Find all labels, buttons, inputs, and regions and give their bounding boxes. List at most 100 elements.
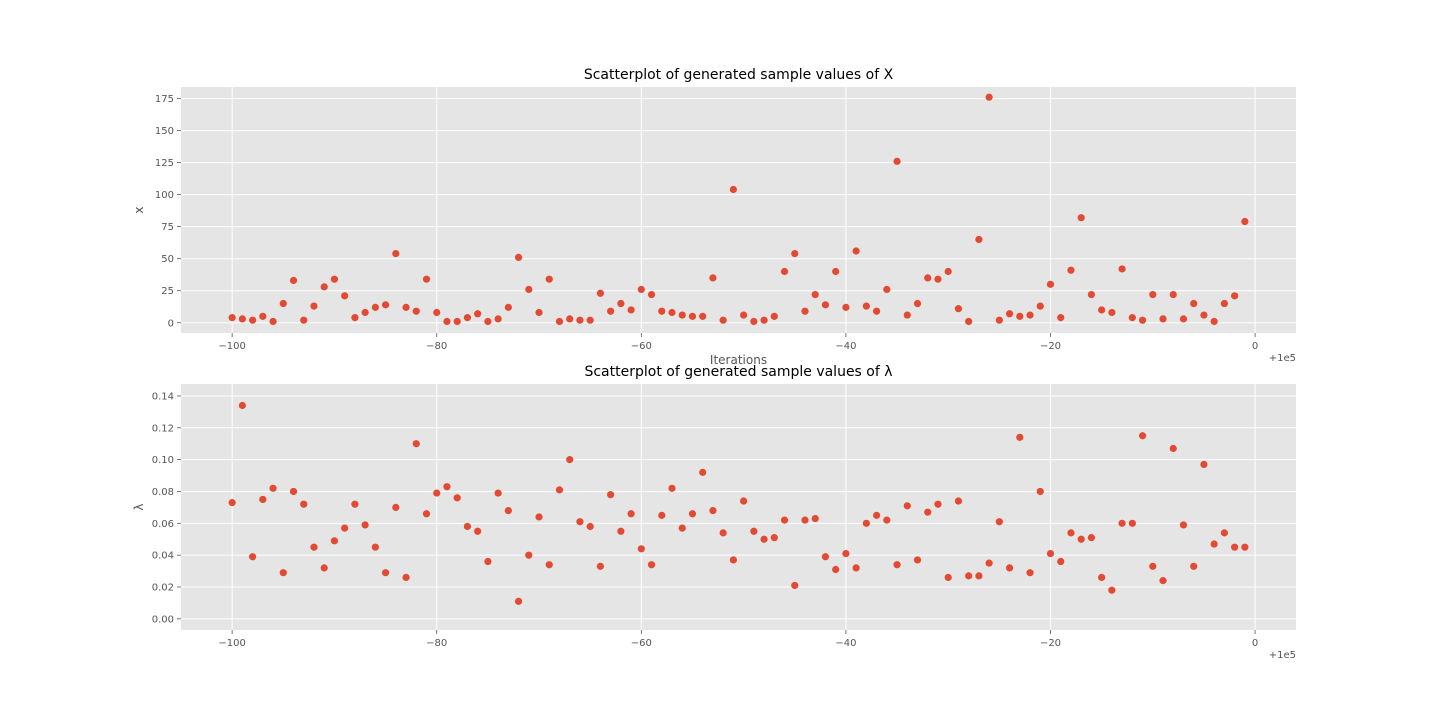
lambda-chart-data-point xyxy=(1077,535,1085,543)
x-chart-data-point xyxy=(760,316,768,324)
x-chart-data-point xyxy=(1210,317,1218,326)
lambda-chart-data-point xyxy=(862,519,870,527)
lambda-chart-ytick-label: 0.14 xyxy=(152,391,174,402)
lambda-chart-data-point xyxy=(1118,519,1126,527)
x-chart-data-point xyxy=(494,315,502,323)
x-chart-data-point xyxy=(300,316,308,324)
x-chart-plot-area xyxy=(181,87,1296,333)
x-chart-data-point xyxy=(504,303,512,311)
x-chart-data-point xyxy=(780,267,789,276)
lambda-chart-data-point xyxy=(453,494,461,502)
lambda-chart-data-point xyxy=(627,510,635,518)
lambda-chart-data-point xyxy=(1087,534,1096,542)
x-chart-data-point xyxy=(954,305,963,313)
x-chart-data-point xyxy=(1220,299,1228,308)
x-chart-data-point xyxy=(371,303,379,311)
x-chart-data-point xyxy=(934,275,942,283)
lambda-chart-data-point xyxy=(586,522,594,531)
lambda-chart-data-point xyxy=(1200,460,1208,469)
lambda-chart-data-point xyxy=(1016,433,1024,441)
lambda-chart-data-point xyxy=(1220,529,1228,537)
x-chart-data-point xyxy=(566,315,574,323)
x-chart-data-point xyxy=(668,308,676,317)
lambda-chart-data-point xyxy=(760,535,768,543)
lambda-chart-xtick-label: −20 xyxy=(1040,638,1061,649)
lambda-chart-data-point xyxy=(238,401,246,410)
lambda-chart-data-point xyxy=(1190,562,1198,570)
x-chart-ytick-label: 150 xyxy=(155,126,174,137)
lambda-chart-title: Scatterplot of generated sample values o… xyxy=(584,364,892,380)
x-chart-xtick-label: −60 xyxy=(631,341,652,352)
x-chart-data-point xyxy=(1149,290,1157,299)
x-chart-data-point xyxy=(249,316,257,324)
lambda-chart-data-point xyxy=(668,484,676,492)
x-chart-offset-label: +1e5 xyxy=(1269,353,1296,364)
lambda-chart-data-point xyxy=(433,489,441,497)
lambda-chart-data-point xyxy=(852,564,860,572)
x-chart-data-point xyxy=(1067,266,1075,274)
x-chart-points xyxy=(228,93,1249,326)
x-chart-data-point xyxy=(525,285,533,294)
lambda-chart-ytick-label: 0.02 xyxy=(152,583,174,594)
x-chart-ytick-label: 100 xyxy=(155,190,174,201)
lambda-chart-ytick-label: 0.00 xyxy=(152,614,174,625)
lambda-chart-data-point xyxy=(381,569,390,577)
x-chart-data-point xyxy=(330,275,339,283)
lambda-chart-data-point xyxy=(351,500,359,508)
x-chart-data-point xyxy=(1118,265,1126,273)
lambda-chart-ytick-label: 0.08 xyxy=(152,487,174,498)
lambda-chart-data-point xyxy=(1067,529,1075,537)
lambda-chart-data-point xyxy=(699,468,707,476)
x-chart-data-point xyxy=(995,316,1003,324)
x-chart-data-point xyxy=(647,290,656,299)
lambda-chart-data-point xyxy=(514,597,523,605)
lambda-chart-data-point xyxy=(770,534,778,542)
x-chart-data-point xyxy=(729,185,737,194)
x-chart-data-point xyxy=(474,310,482,318)
x-chart-data-point xyxy=(289,276,298,285)
lambda-chart-data-point xyxy=(1159,577,1167,585)
lambda-chart-data-point xyxy=(1169,444,1177,453)
x-chart-data-point xyxy=(320,283,328,291)
lambda-chart-data-point xyxy=(330,537,339,545)
lambda-chart-data-point xyxy=(412,440,420,448)
lambda-chart-data-point xyxy=(893,561,901,569)
x-chart-data-point xyxy=(872,307,881,315)
lambda-chart-data-point xyxy=(872,511,881,519)
lambda-chart-data-point xyxy=(607,491,615,499)
lambda-chart-plot-area xyxy=(181,384,1296,630)
lambda-chart-data-point xyxy=(1149,562,1157,570)
lambda-chart-data-point xyxy=(1098,573,1106,582)
x-chart-data-point xyxy=(709,274,717,282)
lambda-chart-data-point xyxy=(1026,569,1034,577)
x-chart-data-point xyxy=(1108,308,1116,317)
lambda-chart-data-point xyxy=(1128,519,1136,527)
x-chart-data-point xyxy=(1046,280,1055,288)
x-chart-data-point xyxy=(811,290,819,299)
x-chart-data-point xyxy=(453,317,461,326)
x-chart-data-point xyxy=(433,308,441,317)
lambda-chart-data-point xyxy=(678,524,686,532)
x-chart-data-point xyxy=(1057,314,1065,322)
x-chart-ytick-label: 125 xyxy=(155,158,174,169)
x-chart-data-point xyxy=(1138,316,1147,324)
x-chart-data-point xyxy=(576,316,584,324)
x-chart-title: Scatterplot of generated sample values o… xyxy=(584,67,894,83)
x-chart-data-point xyxy=(1098,306,1106,314)
x-chart-panel: −100 −80 −60 −40 −20 0 0 25 50 75 100 125 150 175 Sca… xyxy=(132,67,1296,367)
x-chart-xtick-label: −100 xyxy=(218,341,245,352)
x-chart-ytick-label: 25 xyxy=(161,286,174,297)
lambda-chart-data-point xyxy=(883,516,891,524)
x-chart-data-point xyxy=(719,316,727,324)
x-chart-data-point xyxy=(402,303,410,311)
lambda-chart-data-point xyxy=(658,511,666,519)
lambda-chart-data-point xyxy=(289,487,298,496)
x-chart-data-point xyxy=(658,307,666,315)
lambda-chart-data-point xyxy=(443,483,451,491)
lambda-chart-data-point xyxy=(791,581,799,590)
lambda-chart-data-point xyxy=(934,500,942,508)
x-chart-data-point xyxy=(627,306,635,314)
x-chart-data-point xyxy=(545,275,553,283)
lambda-chart-ylabel: λ xyxy=(132,503,146,510)
